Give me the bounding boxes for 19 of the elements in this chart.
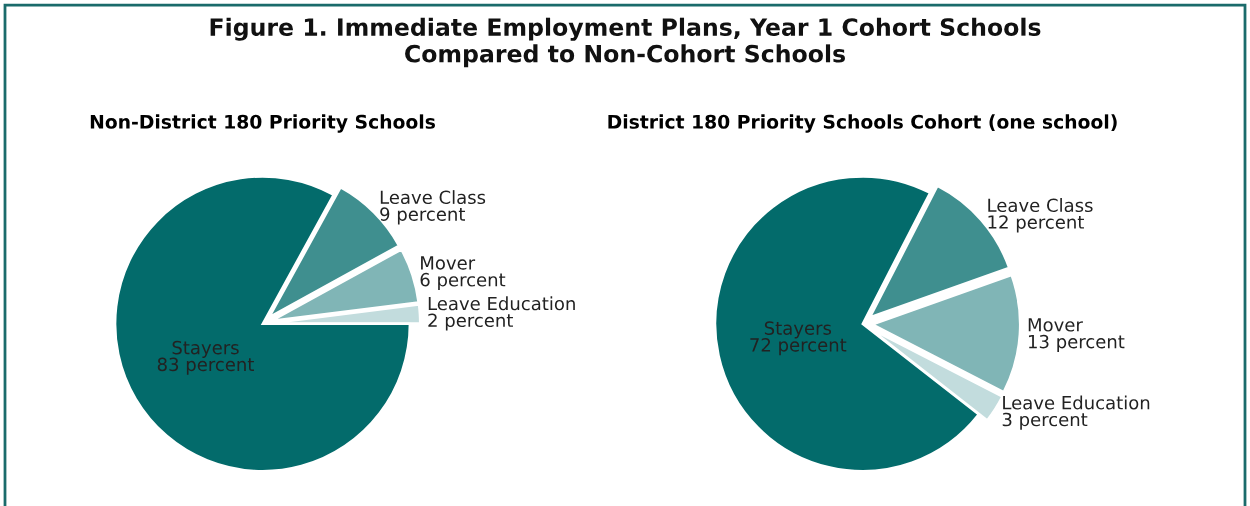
slice-label: Leave Class [380,190,486,205]
slice-label: Leave Education [428,296,575,311]
slice-label: Leave Education [1003,395,1150,410]
data-label: 2 percent [428,313,513,331]
chart-title: Non-District 180 Priority Schools [90,114,435,133]
data-label: 83 percent [157,357,254,375]
data-label: 9 percent [380,207,466,225]
data-label: 12 percent [988,215,1084,233]
data-label: 72 percent [750,338,847,356]
slice-label: Mover [421,256,476,270]
chart-title: District 180 Priority Schools Cohort (one school) [608,114,1117,133]
data-label: 13 percent [1028,334,1125,352]
data-label: 6 percent [420,272,506,291]
slice-label: Stayers [172,340,239,358]
text: Figure 1. Immediate Employment Plans, Year 1 Cohort Schools Compared to Non-Cohort Schools [210,17,1041,68]
slice-label: Stayers [764,321,832,339]
slice-label: Leave Class [988,198,1093,213]
data-label: 3 percent [1002,412,1088,430]
slice-label: Mover [1028,318,1083,332]
